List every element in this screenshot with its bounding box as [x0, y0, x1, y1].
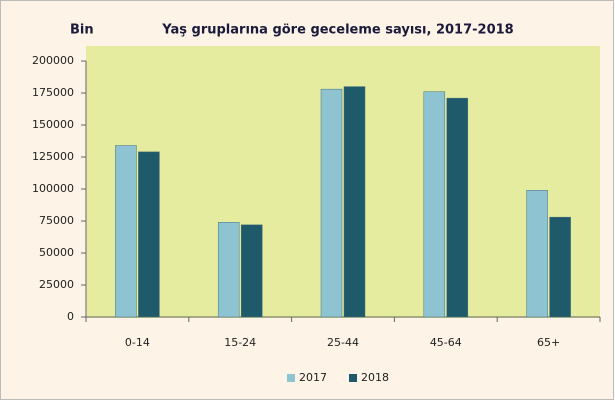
- y-tick-label: 200000: [32, 54, 74, 67]
- x-tick-label: 45-64: [430, 336, 462, 349]
- y-tick-label: 75000: [39, 214, 74, 227]
- plot-area: [86, 46, 600, 318]
- bar: [217, 222, 240, 318]
- bar: [423, 91, 446, 318]
- y-tick-label: 125000: [32, 150, 74, 163]
- legend-label: 2018: [361, 371, 389, 384]
- y-tick-label: 150000: [32, 118, 74, 131]
- x-tick-label: 65+: [537, 336, 560, 349]
- bar: [320, 88, 343, 318]
- y-tick-label: 175000: [32, 86, 74, 99]
- bar: [240, 224, 263, 318]
- bar: [526, 190, 548, 318]
- bar: [446, 97, 469, 318]
- x-tick-label: 25-44: [327, 336, 359, 349]
- bar: [343, 86, 366, 318]
- y-tick-label: 25000: [39, 278, 74, 291]
- legend-swatch: [287, 374, 295, 382]
- y-tick-label: 0: [67, 310, 74, 323]
- chart-title: Yaş gruplarına göre geceleme sayısı, 201…: [161, 23, 513, 38]
- x-tick-label: 0-14: [125, 336, 150, 349]
- y-tick-label: 50000: [39, 246, 74, 259]
- y-axis-label: Bin: [70, 23, 94, 38]
- bar: [115, 145, 137, 318]
- bar: [549, 216, 571, 318]
- legend-label: 2017: [299, 371, 327, 384]
- x-tick-label: 15-24: [224, 336, 256, 349]
- legend-swatch: [349, 374, 357, 382]
- y-tick-label: 100000: [32, 182, 74, 195]
- bar: [138, 151, 160, 318]
